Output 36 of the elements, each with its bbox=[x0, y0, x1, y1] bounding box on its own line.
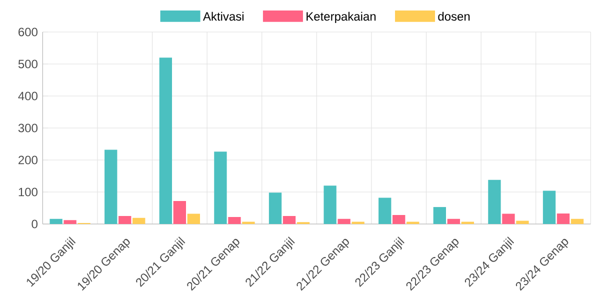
bar bbox=[132, 218, 146, 224]
bar bbox=[187, 214, 200, 224]
legend-label: Aktivasi bbox=[202, 12, 244, 21]
bar bbox=[556, 213, 570, 224]
bar bbox=[488, 180, 501, 224]
bar bbox=[378, 198, 392, 224]
legend-label: dosen bbox=[438, 12, 470, 21]
bar bbox=[324, 186, 336, 224]
y-tick-label: 0 bbox=[32, 220, 38, 228]
legend-label: Keterpakaian bbox=[306, 12, 376, 24]
bar bbox=[228, 216, 241, 224]
bar bbox=[104, 150, 118, 224]
bar bbox=[338, 218, 350, 224]
y-tick-label: 100 bbox=[18, 188, 38, 196]
bar bbox=[64, 220, 76, 224]
bar bbox=[282, 216, 296, 224]
bar bbox=[516, 220, 529, 224]
bar bbox=[173, 200, 186, 224]
bar bbox=[570, 218, 584, 224]
bar bbox=[242, 222, 255, 224]
bar bbox=[502, 214, 515, 224]
y-tick-label: 400 bbox=[18, 92, 38, 100]
bar bbox=[542, 190, 556, 224]
y-tick-label: 500 bbox=[18, 60, 38, 68]
y-tick-label: 200 bbox=[18, 156, 38, 164]
bar bbox=[447, 218, 460, 224]
bar bbox=[214, 152, 227, 224]
bar bbox=[159, 58, 172, 224]
bar bbox=[392, 215, 406, 224]
y-tick-label: 300 bbox=[18, 124, 38, 132]
bar bbox=[352, 222, 364, 224]
bar bbox=[433, 207, 446, 224]
bar bbox=[50, 218, 62, 224]
bar bbox=[268, 192, 282, 224]
y-tick-label: 600 bbox=[18, 28, 38, 36]
bar bbox=[118, 216, 132, 224]
